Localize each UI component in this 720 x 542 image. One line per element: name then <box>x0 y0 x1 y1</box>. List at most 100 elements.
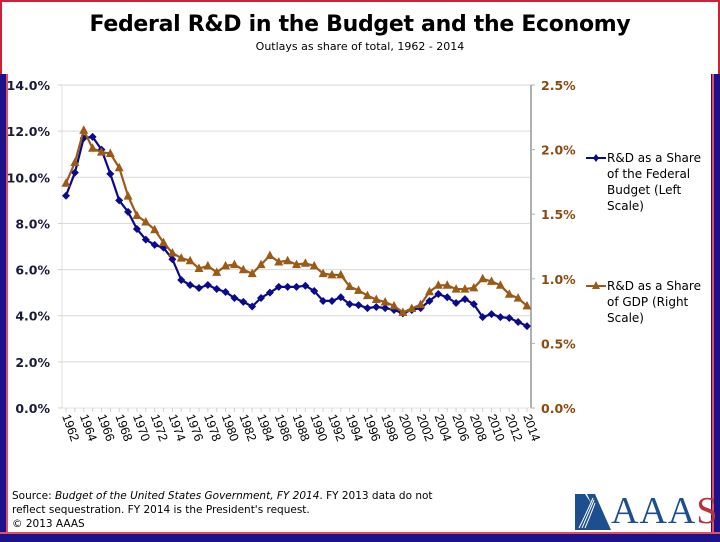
left-tick-label: 10.0% <box>7 170 51 185</box>
data-point-diamond <box>239 297 248 306</box>
series-federal-budget <box>62 132 531 331</box>
data-point-triangle <box>354 285 364 294</box>
data-point-diamond <box>203 281 212 290</box>
left-tick-label: 2.0% <box>15 355 50 370</box>
right-tick-label: 0.5% <box>541 336 576 351</box>
data-point-diamond <box>221 287 230 296</box>
logo-text-main: AAA <box>611 490 697 532</box>
data-point-diamond <box>523 322 531 331</box>
data-point-diamond <box>141 235 150 244</box>
data-point-diamond <box>292 282 301 291</box>
data-point-triangle <box>433 280 443 289</box>
data-point-diamond <box>505 314 514 323</box>
data-point-diamond <box>452 299 461 308</box>
data-point-triangle <box>88 143 98 152</box>
data-point-diamond <box>177 275 186 284</box>
data-point-triangle <box>380 297 390 306</box>
data-point-diamond <box>460 295 469 304</box>
data-point-triangle <box>460 284 470 293</box>
left-tick-label: 6.0% <box>15 263 50 278</box>
source-title: Budget of the United States Government, … <box>54 490 320 502</box>
legend-label-line: Budget (Left <box>607 183 682 197</box>
data-point-triangle <box>318 268 328 278</box>
right-axis-ticks: 0.0% 0.5% 1.0% 1.5% 2.0% 2.5% <box>531 78 576 416</box>
left-tick-label: 4.0% <box>15 309 50 324</box>
data-point-diamond <box>319 296 328 305</box>
chart-title: Federal R&D in the Budget and the Econom… <box>89 12 631 37</box>
data-point-diamond <box>354 301 363 310</box>
diamond-marker-icon <box>593 154 599 162</box>
data-point-triangle <box>327 269 337 279</box>
frame-left <box>0 74 8 540</box>
right-tick-label: 1.0% <box>541 272 576 287</box>
data-point-triangle <box>345 281 355 291</box>
data-point-triangle <box>167 247 177 257</box>
data-point-diamond <box>283 282 292 291</box>
legend-label-line: Scale) <box>607 311 644 325</box>
data-point-diamond <box>469 300 478 309</box>
series-line <box>64 135 528 328</box>
data-point-diamond <box>168 255 177 264</box>
data-point-diamond <box>434 290 443 299</box>
data-point-triangle <box>105 148 115 157</box>
source-line-2: reflect sequestration. FY 2014 is the Pr… <box>12 504 310 516</box>
legend-label-line: R&D as a Share <box>607 279 701 293</box>
data-point-diamond <box>327 296 336 305</box>
legend-label-line: R&D as a Share <box>607 151 701 165</box>
data-point-diamond <box>514 317 523 326</box>
aaas-logo: AAAS <box>573 490 717 532</box>
series-layer <box>61 125 532 331</box>
data-point-diamond <box>257 293 266 302</box>
data-point-triangle <box>185 255 195 265</box>
data-point-diamond <box>186 281 195 290</box>
data-point-triangle <box>212 267 222 276</box>
data-point-diamond <box>248 302 257 311</box>
aaas-logo-mark-icon <box>575 494 611 530</box>
data-point-triangle <box>221 260 231 270</box>
data-point-triangle <box>238 264 248 274</box>
data-point-diamond <box>212 284 221 293</box>
slide-panel <box>8 0 711 533</box>
data-point-triangle <box>442 280 452 289</box>
data-point-triangle <box>274 257 284 266</box>
data-point-diamond <box>425 296 434 305</box>
data-point-diamond <box>372 302 381 311</box>
source-rest: . FY 2013 data do not <box>319 490 433 502</box>
frame-bottom <box>0 532 720 542</box>
legend-label-line: Scale) <box>607 199 644 213</box>
aaas-logo-text: AAAS <box>611 490 718 532</box>
data-point-triangle <box>487 276 497 285</box>
data-point-diamond <box>274 282 283 291</box>
data-point-triangle <box>416 299 426 309</box>
data-point-diamond <box>88 132 97 141</box>
data-point-triangle <box>398 307 408 316</box>
right-tick-label: 0.0% <box>541 401 576 416</box>
triangle-marker-icon <box>592 281 600 289</box>
title-area <box>0 0 720 74</box>
data-point-triangle <box>424 286 434 296</box>
legend-swatch-triangle <box>586 281 606 289</box>
data-point-diamond <box>478 313 487 322</box>
data-point-diamond <box>265 288 274 297</box>
data-point-triangle <box>203 260 213 270</box>
data-point-triangle <box>114 162 124 172</box>
data-point-diamond <box>62 191 70 200</box>
data-point-triangle <box>513 293 523 302</box>
data-point-diamond <box>115 196 124 205</box>
data-point-triangle <box>247 268 257 278</box>
series-gdp <box>61 125 532 316</box>
left-tick-label: 8.0% <box>15 216 50 231</box>
data-point-diamond <box>301 281 310 290</box>
data-point-diamond <box>132 224 141 233</box>
data-point-triangle <box>371 294 381 303</box>
data-point-triangle <box>132 210 142 219</box>
data-point-triangle <box>123 191 133 200</box>
data-point-triangle <box>309 260 319 270</box>
data-point-diamond <box>345 300 354 309</box>
right-tick-label: 2.0% <box>541 143 576 158</box>
data-point-triangle <box>504 289 514 298</box>
legend-label-federal-budget: R&D as a Share of the Federal Budget (Left… <box>607 150 707 214</box>
data-point-triangle <box>292 259 301 269</box>
data-point-diamond <box>487 310 496 319</box>
